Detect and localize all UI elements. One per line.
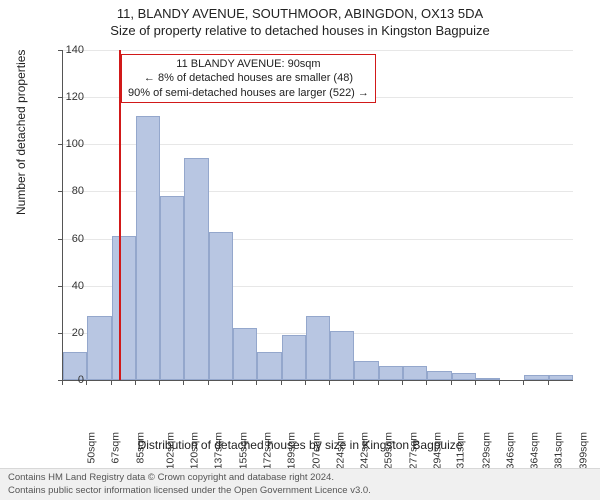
y-tick-label: 20 [44,327,84,339]
x-tick [475,380,476,385]
histogram-bar [427,371,451,380]
y-tick-label: 40 [44,280,84,292]
histogram-bar [354,361,378,380]
y-tick-label: 0 [44,374,84,386]
x-tick [402,380,403,385]
histogram-bar [160,196,184,380]
x-tick [426,380,427,385]
x-tick [183,380,184,385]
annotation-box: 11 BLANDY AVENUE: 90sqm ← 8% of detached… [121,54,376,103]
plot-inner: 11 BLANDY AVENUE: 90sqm ← 8% of detached… [62,50,573,381]
histogram-bar [136,116,160,380]
x-tick [305,380,306,385]
y-tick-label: 60 [44,233,84,245]
histogram-bar [233,328,257,380]
footer-line-1: Contains HM Land Registry data © Crown c… [8,472,592,484]
annotation-line-1: 11 BLANDY AVENUE: 90sqm [128,57,369,71]
x-tick [256,380,257,385]
footer-attribution: Contains HM Land Registry data © Crown c… [0,468,600,500]
histogram-bar [452,373,476,380]
annotation-line-2: ← 8% of detached houses are smaller (48) [128,71,369,85]
x-tick [353,380,354,385]
histogram-bar [112,236,136,380]
x-tick [523,380,524,385]
x-tick [499,380,500,385]
y-tick-label: 120 [44,91,84,103]
x-tick [378,380,379,385]
gridline [63,50,573,51]
histogram-bar [524,375,548,380]
x-tick [451,380,452,385]
histogram-bar [476,378,500,380]
x-tick [281,380,282,385]
y-tick-label: 80 [44,185,84,197]
histogram-bar [549,375,573,380]
y-axis-label: Number of detached properties [14,50,28,215]
x-tick [208,380,209,385]
x-tick [86,380,87,385]
footer-line-2: Contains public sector information licen… [8,485,592,497]
annotation-line-3: 90% of semi-detached houses are larger (… [128,86,369,100]
histogram-bar [403,366,427,380]
histogram-bar [330,331,354,381]
chart-title-1: 11, BLANDY AVENUE, SOUTHMOOR, ABINGDON, … [0,0,600,23]
chart-container: 11, BLANDY AVENUE, SOUTHMOOR, ABINGDON, … [0,0,600,500]
x-tick [159,380,160,385]
x-axis-label: Distribution of detached houses by size … [0,438,600,452]
x-tick [135,380,136,385]
histogram-bar [282,335,306,380]
x-tick [232,380,233,385]
x-tick [111,380,112,385]
x-tick [329,380,330,385]
histogram-bar [379,366,403,380]
histogram-bar [306,316,330,380]
histogram-bar [257,352,281,380]
y-tick-label: 100 [44,138,84,150]
chart-title-2: Size of property relative to detached ho… [0,23,600,38]
histogram-bar [87,316,111,380]
x-tick [548,380,549,385]
histogram-bar [209,232,233,381]
y-tick-label: 140 [44,44,84,56]
plot-area: 11 BLANDY AVENUE: 90sqm ← 8% of detached… [62,50,572,410]
histogram-bar [184,158,208,380]
